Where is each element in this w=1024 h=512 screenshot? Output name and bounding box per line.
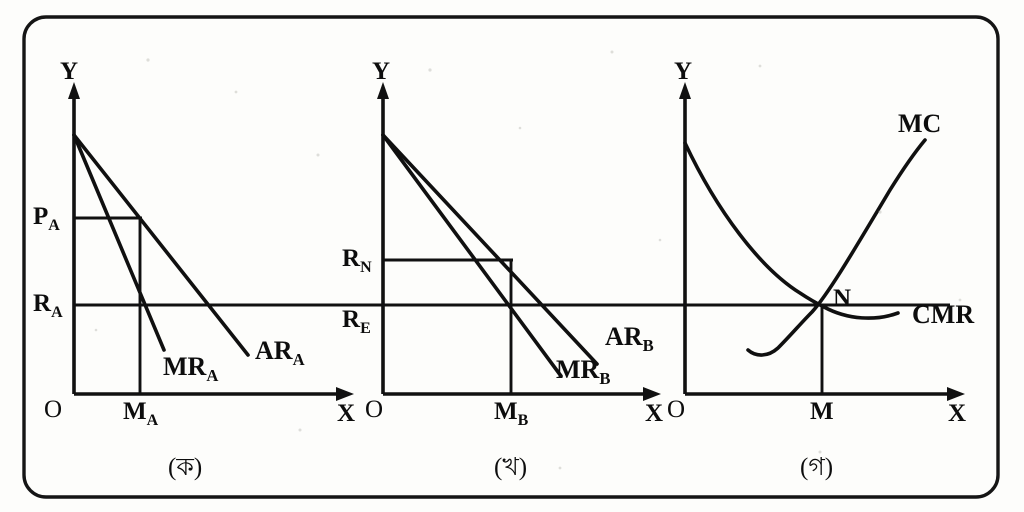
panel-a-y-axis-label: Y — [60, 58, 79, 85]
panel-c-x-axis-arrow-icon — [947, 387, 965, 401]
panel-a-caption: (ক) — [168, 454, 203, 481]
panel-b-x-axis-arrow-icon — [643, 387, 661, 401]
panel-b-quantity-label-main: M — [494, 398, 518, 425]
panel-b-ar-curve-label-sub: B — [642, 336, 654, 356]
panel-b-mr-curve-label-sub: B — [599, 369, 611, 389]
panel-c-group — [679, 82, 965, 401]
panel-b-ar-curve-label-main: AR — [605, 322, 643, 351]
panel-a-ar-curve — [72, 133, 250, 357]
panel-c-quantity-label: M — [810, 398, 834, 425]
panel-c-x-axis-label: X — [948, 400, 967, 427]
panel-a-price-label-sub: A — [48, 217, 60, 234]
panel-b-origin-label: O — [365, 396, 384, 423]
panel-b-mr-curve — [381, 133, 563, 378]
panel-a-ar-curve-label: ARA — [255, 336, 305, 370]
panel-a-origin-label: O — [44, 396, 63, 423]
panel-a-revenue-label-main: R — [33, 290, 52, 317]
panel-b-ar-curve-label: ARB — [605, 322, 654, 356]
panel-c-caption: (গ) — [800, 454, 834, 481]
panel-b-revenue-label: RE — [342, 306, 371, 338]
panel-c-equilibrium-point-label: N — [833, 285, 852, 312]
panel-b-revenue-label-main: R — [342, 306, 361, 333]
panel-b-caption: (খ) — [494, 454, 528, 481]
panel-b-mr-curve-label: MRB — [556, 355, 610, 389]
panel-c-mc-curve-label: MC — [898, 109, 942, 138]
panel-b-mr-curve-label-main: MR — [556, 355, 600, 384]
panel-a-quantity-label-sub: A — [146, 412, 159, 429]
panel-b-x-axis-label: X — [645, 400, 664, 427]
panel-c-cmr-curve-label: CMR — [912, 300, 975, 329]
panel-c-mc-curve — [746, 138, 927, 357]
panel-a-quantity-label: MA — [123, 398, 158, 430]
panel-b-ar-curve — [381, 133, 599, 366]
panel-b-y-axis-arrow-icon — [377, 82, 389, 99]
panel-a-x-axis-label: X — [337, 400, 356, 427]
panel-a-mr-curve-label-main: MR — [163, 352, 207, 381]
figure-border — [22, 15, 1000, 499]
panel-b-group — [377, 82, 661, 401]
panel-a-mr-curve — [72, 133, 166, 352]
panel-a-mr-curve-label-sub: A — [206, 366, 219, 386]
panel-c-origin-label: O — [667, 396, 686, 423]
panel-a-quantity-label-main: M — [123, 398, 147, 425]
panel-a-y-axis-arrow-icon — [68, 82, 80, 99]
panel-a-group — [68, 82, 354, 401]
panel-c-cmr-curve — [683, 141, 900, 320]
panel-a-x-axis-arrow-icon — [336, 387, 354, 401]
panel-b-price-label-main: R — [342, 245, 361, 272]
panel-b-y-axis-label: Y — [372, 58, 391, 85]
panel-a-mr-curve-label: MRA — [163, 352, 218, 386]
panel-b-price-label-sub: N — [360, 259, 372, 276]
panel-a-ar-curve-label-sub: A — [292, 350, 305, 370]
panel-c-y-axis-arrow-icon — [679, 82, 691, 99]
panel-b-quantity-label: MB — [494, 398, 528, 430]
scan-specks — [94, 50, 962, 470]
panel-a-price-label: PA — [33, 203, 60, 235]
panel-a-ar-curve-label-main: AR — [255, 336, 293, 365]
panel-a-revenue-label: RA — [33, 290, 63, 322]
panel-b-price-label: RN — [342, 245, 372, 277]
panel-c-y-axis-label: Y — [674, 58, 693, 85]
panel-a-price-label-main: P — [33, 203, 49, 230]
panel-b-quantity-label-sub: B — [517, 412, 529, 429]
panel-a-revenue-label-sub: A — [51, 304, 63, 321]
panel-b-revenue-label-sub: E — [360, 320, 371, 337]
